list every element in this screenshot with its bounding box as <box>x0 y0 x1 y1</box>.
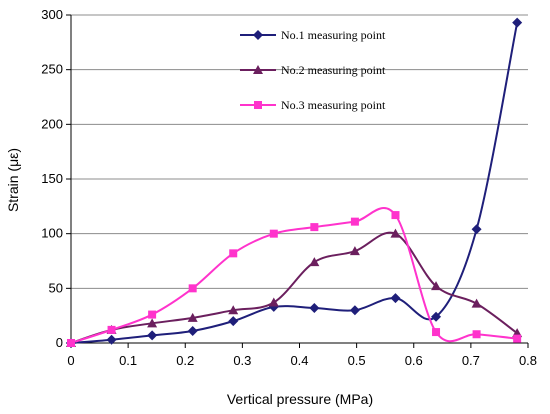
y-tick-label: 150 <box>41 171 63 186</box>
data-point-series-3 <box>67 339 75 347</box>
legend-item-3: No.3 measuring point <box>240 98 386 112</box>
y-tick-label: 250 <box>41 62 63 77</box>
legend-item-2: No.2 measuring point <box>240 63 386 77</box>
grid <box>71 14 528 289</box>
data-point-series-3 <box>269 229 278 238</box>
legend-swatch-marker <box>253 65 263 74</box>
data-point-series-3 <box>432 328 441 337</box>
legend-item-1: No.1 measuring point <box>240 28 386 42</box>
legend-swatch-marker <box>253 30 263 40</box>
series-line-2 <box>70 231 518 344</box>
legend-label: No.2 measuring point <box>281 63 386 77</box>
data-point-series-2 <box>471 298 482 308</box>
y-tick-label: 100 <box>41 226 63 241</box>
legend: No.1 measuring point No.2 measuring point… <box>240 28 386 112</box>
data-point-series-3 <box>310 223 319 232</box>
x-tick-label: 0.5 <box>348 353 366 368</box>
data-point-series-2 <box>390 228 401 238</box>
data-point-series-1 <box>512 17 523 28</box>
x-tick-label: 0.6 <box>405 353 423 368</box>
data-point-series-1 <box>431 311 442 322</box>
data-point-series-1 <box>228 316 239 327</box>
x-axis-title: Vertical pressure (MPa) <box>227 391 373 407</box>
data-point-series-1 <box>187 325 198 336</box>
x-tick-label: 0.2 <box>176 353 194 368</box>
x-tick-label: 0 <box>67 353 74 368</box>
data-point-series-3 <box>513 334 522 343</box>
x-tick-label: 0.3 <box>233 353 251 368</box>
x-axis-ticks: 0 0.1 0.2 0.3 0.4 0.5 0.6 0.7 0.8 <box>67 343 537 368</box>
data-point-series-1 <box>390 293 401 304</box>
data-point-series-2 <box>431 281 442 291</box>
data-point-series-2 <box>349 246 360 256</box>
legend-label: No.1 measuring point <box>281 28 386 42</box>
y-tick-label: 200 <box>41 116 63 131</box>
data-point-series-3 <box>229 249 238 258</box>
x-tick-label: 0.8 <box>519 353 537 368</box>
series-line-3 <box>70 207 518 344</box>
data-point-series-1 <box>309 303 320 314</box>
legend-swatch-marker <box>254 101 262 109</box>
x-tick-label: 0.1 <box>119 353 137 368</box>
series-markers <box>66 17 523 348</box>
y-tick-label: 50 <box>49 280 63 295</box>
data-point-series-1 <box>106 334 117 345</box>
data-point-series-3 <box>188 284 197 293</box>
data-point-series-2 <box>309 257 320 267</box>
data-point-series-3 <box>107 325 116 334</box>
data-point-series-2 <box>147 318 158 328</box>
y-axis-title: Strain (με) <box>5 148 21 212</box>
x-tick-label: 0.7 <box>462 353 480 368</box>
data-point-series-3 <box>148 310 157 319</box>
data-point-series-2 <box>228 305 239 315</box>
legend-label: No.3 measuring point <box>281 98 386 112</box>
data-point-series-1 <box>471 224 482 235</box>
data-point-series-3 <box>391 211 400 220</box>
x-tick-label: 0.4 <box>290 353 308 368</box>
y-tick-label: 0 <box>56 335 63 350</box>
y-axis-ticks: 0 50 100 150 200 250 300 <box>41 7 71 350</box>
data-point-series-1 <box>349 305 360 316</box>
data-point-series-1 <box>147 330 158 341</box>
data-point-series-2 <box>187 312 198 322</box>
data-point-series-3 <box>350 217 359 226</box>
data-point-series-2 <box>268 297 279 307</box>
y-tick-label: 300 <box>41 7 63 22</box>
data-point-series-3 <box>472 330 481 339</box>
